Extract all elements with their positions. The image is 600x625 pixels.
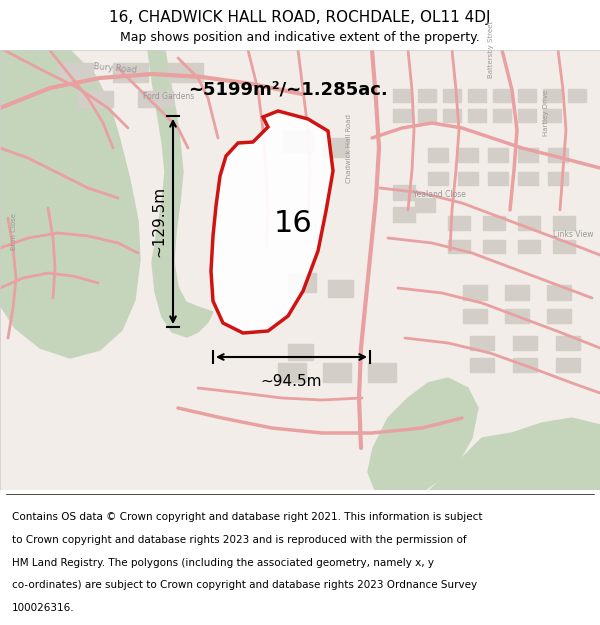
- Polygon shape: [430, 418, 600, 490]
- Bar: [283, 131, 313, 152]
- Bar: [556, 358, 580, 372]
- Bar: [518, 89, 536, 102]
- Bar: [428, 148, 448, 162]
- Text: ~5199m²/~1.285ac.: ~5199m²/~1.285ac.: [188, 81, 388, 99]
- Bar: [393, 109, 411, 122]
- Text: ~129.5m: ~129.5m: [151, 186, 167, 257]
- Text: Eton Close: Eton Close: [11, 213, 17, 250]
- Bar: [328, 280, 353, 297]
- Bar: [138, 91, 173, 107]
- Bar: [553, 240, 575, 253]
- Bar: [470, 358, 494, 372]
- Bar: [78, 91, 113, 107]
- Bar: [288, 273, 316, 292]
- Bar: [468, 89, 486, 102]
- Bar: [448, 216, 470, 230]
- Text: 100026316.: 100026316.: [12, 603, 74, 613]
- Text: Yealand Close: Yealand Close: [413, 190, 466, 199]
- Bar: [488, 148, 508, 162]
- Bar: [323, 138, 348, 157]
- Bar: [443, 89, 461, 102]
- Bar: [278, 363, 306, 382]
- Bar: [458, 148, 478, 162]
- Bar: [368, 363, 396, 382]
- Text: 16: 16: [274, 209, 313, 238]
- Polygon shape: [0, 50, 140, 358]
- Text: Battersby Street: Battersby Street: [488, 21, 494, 78]
- Text: Hartley Drive: Hartley Drive: [543, 90, 549, 136]
- Bar: [113, 63, 148, 82]
- Bar: [513, 358, 537, 372]
- Bar: [443, 109, 461, 122]
- Bar: [568, 89, 586, 102]
- Text: Map shows position and indicative extent of the property.: Map shows position and indicative extent…: [120, 31, 480, 44]
- Polygon shape: [211, 111, 333, 333]
- Text: Links View: Links View: [553, 230, 593, 239]
- Bar: [543, 109, 561, 122]
- Bar: [323, 363, 351, 382]
- Bar: [488, 172, 508, 185]
- Bar: [448, 240, 470, 253]
- Bar: [556, 336, 580, 350]
- Bar: [458, 172, 478, 185]
- Bar: [58, 63, 93, 82]
- Bar: [415, 198, 435, 212]
- Bar: [513, 336, 537, 350]
- Bar: [418, 109, 436, 122]
- Bar: [553, 216, 575, 230]
- Bar: [493, 89, 511, 102]
- Bar: [518, 216, 540, 230]
- Bar: [483, 240, 505, 253]
- Text: ~94.5m: ~94.5m: [261, 374, 322, 389]
- Polygon shape: [148, 50, 213, 337]
- Text: Bury Road: Bury Road: [93, 62, 137, 75]
- Bar: [547, 285, 571, 300]
- Bar: [493, 109, 511, 122]
- Bar: [470, 336, 494, 350]
- Bar: [428, 172, 448, 185]
- Bar: [463, 285, 487, 300]
- Text: Ford Gardens: Ford Gardens: [143, 92, 194, 101]
- Bar: [393, 89, 411, 102]
- Bar: [168, 63, 203, 82]
- Bar: [468, 109, 486, 122]
- Text: Chadwick Hall Road: Chadwick Hall Road: [346, 114, 352, 183]
- Bar: [505, 285, 529, 300]
- Bar: [518, 172, 538, 185]
- Bar: [518, 109, 536, 122]
- Bar: [418, 89, 436, 102]
- Text: HM Land Registry. The polygons (including the associated geometry, namely x, y: HM Land Registry. The polygons (includin…: [12, 558, 434, 568]
- Bar: [393, 207, 415, 222]
- Bar: [548, 148, 568, 162]
- Bar: [483, 216, 505, 230]
- Bar: [463, 309, 487, 323]
- Polygon shape: [368, 378, 478, 490]
- Bar: [548, 172, 568, 185]
- Bar: [393, 185, 415, 200]
- Bar: [288, 344, 313, 360]
- Bar: [547, 309, 571, 323]
- Bar: [518, 148, 538, 162]
- Bar: [518, 240, 540, 253]
- Text: co-ordinates) are subject to Crown copyright and database rights 2023 Ordnance S: co-ordinates) are subject to Crown copyr…: [12, 581, 477, 591]
- Bar: [505, 309, 529, 323]
- Text: to Crown copyright and database rights 2023 and is reproduced with the permissio: to Crown copyright and database rights 2…: [12, 534, 467, 544]
- Bar: [543, 89, 561, 102]
- Text: Contains OS data © Crown copyright and database right 2021. This information is : Contains OS data © Crown copyright and d…: [12, 512, 482, 522]
- Text: 16, CHADWICK HALL ROAD, ROCHDALE, OL11 4DJ: 16, CHADWICK HALL ROAD, ROCHDALE, OL11 4…: [109, 10, 491, 25]
